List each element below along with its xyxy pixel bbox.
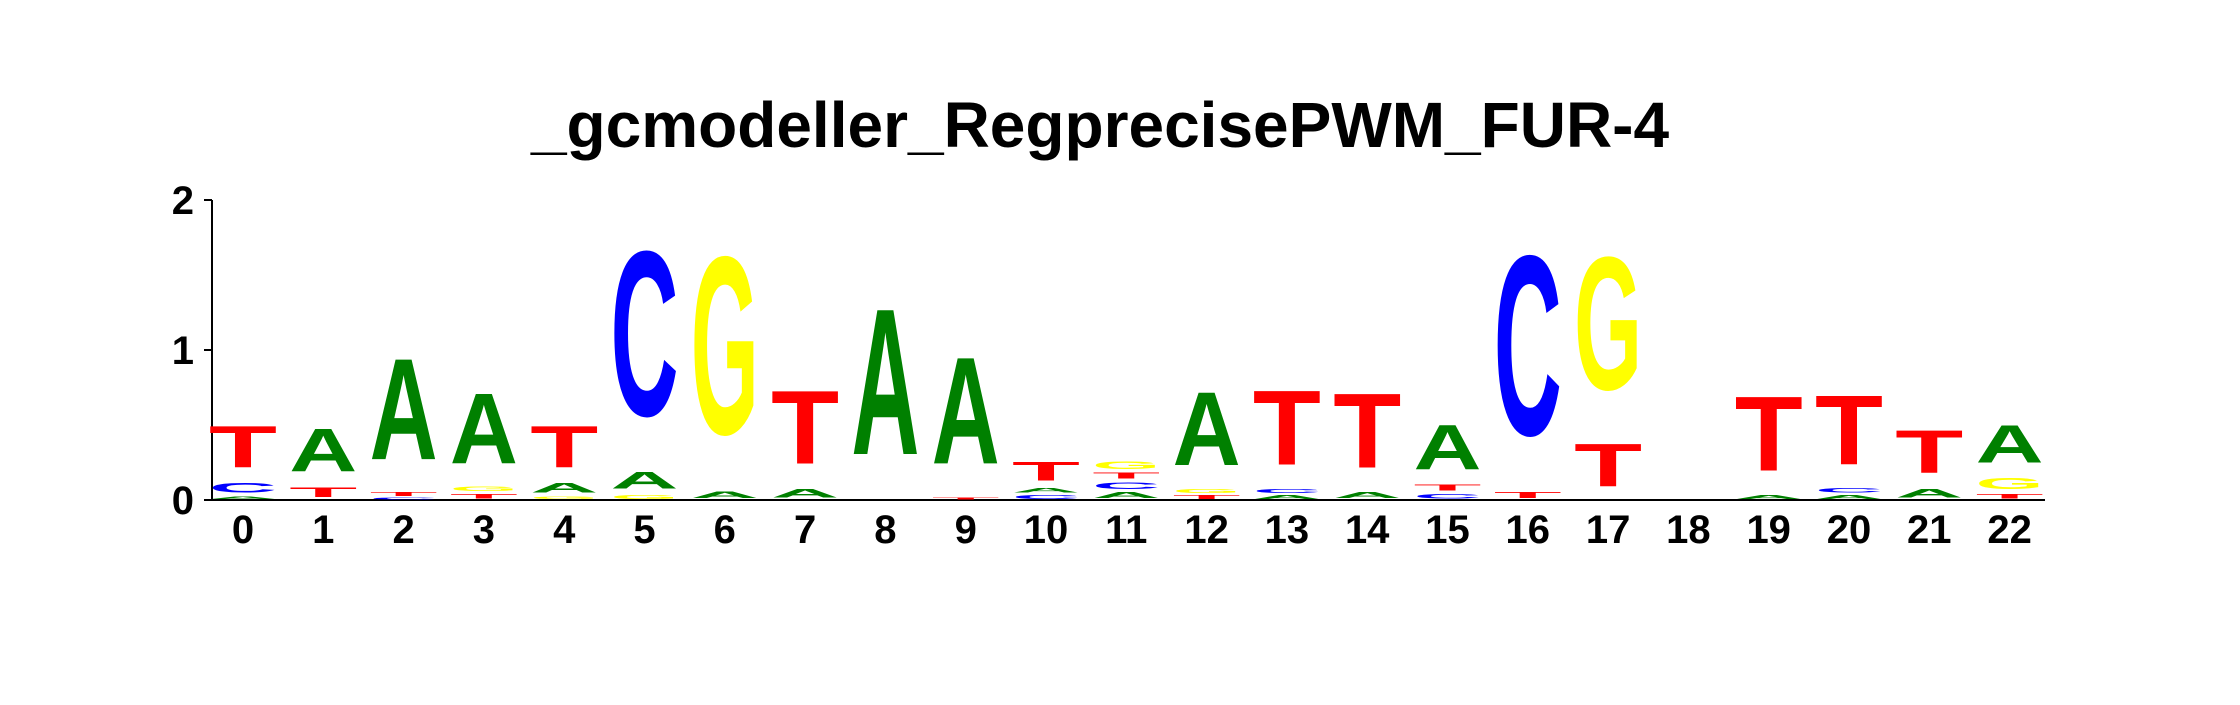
x-tick-label: 9 (955, 508, 977, 552)
logo-letter-t: T (1173, 494, 1241, 500)
logo-letter-a: A (450, 372, 518, 484)
logo-letter-a: A (691, 490, 759, 501)
logo-letter-a: A (370, 329, 438, 490)
x-tick-label: 18 (1666, 508, 1711, 552)
x-tick-label: 6 (714, 508, 736, 552)
logo-letter-a: A (1815, 494, 1883, 500)
logo-letter-c: C (1494, 203, 1562, 490)
logo-letter-t: T (1333, 371, 1401, 491)
x-tick-label: 4 (553, 508, 576, 552)
logo-letter-a: A (289, 416, 357, 485)
logo-letter-a: A (1012, 487, 1080, 494)
logo-letter-t: T (1735, 374, 1803, 494)
logo-letter-a: A (611, 467, 679, 494)
tick-labels: 0 1 2 3 4 5 6 7 8 9 10 11 12 13 14 15 16 17 18 19 20 21 22 (232, 508, 2032, 552)
logo-letter-a: A (1333, 491, 1401, 500)
y-tick-label: 0 (172, 479, 194, 523)
x-tick-label: 5 (633, 508, 655, 552)
x-tick-label: 17 (1586, 508, 1631, 552)
x-tick-label: 14 (1345, 508, 1390, 552)
logo-letter-t: T (1253, 368, 1321, 488)
x-tick-label: 0 (232, 508, 254, 552)
chart-title: _gcmodeller_RegprecisePWM_FUR-4 (530, 89, 1670, 161)
logo-letter-a: A (1414, 412, 1482, 484)
logo-letter-t: T (1012, 457, 1080, 487)
logo-letter-t: T (1815, 376, 1883, 486)
logo-letter-a: A (771, 487, 839, 500)
logo-letter-t: T (932, 497, 1000, 500)
logo-letter-t: T (1494, 491, 1562, 500)
x-tick-label: 13 (1265, 508, 1310, 552)
logo-letter-a: A (1173, 372, 1241, 489)
x-tick-label: 19 (1746, 508, 1791, 552)
logo-letter-c: C (1012, 494, 1080, 500)
y-tick-label: 2 (172, 179, 194, 223)
logo-letter-t: T (771, 369, 839, 486)
logo-letter-c: C (1092, 481, 1160, 492)
x-tick-label: 1 (312, 508, 334, 552)
logo-letter-g: G (530, 496, 598, 500)
x-tick-label: 16 (1506, 508, 1551, 552)
logo-letter-a: A (1895, 487, 1963, 500)
logo-letter-t: T (209, 414, 277, 480)
logo-letter-a: A (932, 325, 1000, 496)
logo-letter-t: T (530, 414, 598, 480)
logo-letter-c: C (370, 497, 438, 500)
logo-letter-t: T (289, 485, 357, 500)
x-tick-label: 20 (1827, 508, 1872, 552)
x-tick-label: 21 (1907, 508, 1952, 552)
logo-letter-t: T (1574, 432, 1642, 500)
logo-letter-g: G (1092, 460, 1160, 472)
logo-letter-a: A (1976, 415, 2044, 474)
logo-letter-a: A (1092, 491, 1160, 500)
logo-letter-a: A (1735, 494, 1803, 500)
logo-letter-g: G (450, 485, 518, 492)
x-tick-label: 11 (1105, 508, 1147, 552)
x-tick-label: 3 (473, 508, 495, 552)
logo-letter-c: C (1253, 488, 1321, 494)
logo-letter-a: A (530, 481, 598, 496)
logo-letter-a: A (1253, 494, 1321, 500)
logo-letter-t: T (1895, 418, 1963, 486)
x-tick-label: 2 (392, 508, 414, 552)
x-tick-label: 8 (874, 508, 896, 552)
logo-letter-g: G (1574, 218, 1642, 430)
logo-letter-t: T (1976, 492, 2044, 499)
logo-letter-g: G (1976, 475, 2044, 493)
logo-letter-t: T (450, 492, 518, 499)
logo-letter-a: A (209, 496, 277, 500)
axes: 0 1 2 (172, 179, 2045, 523)
logo-letter-c: C (1815, 487, 1883, 494)
x-tick-label: 15 (1425, 508, 1470, 552)
x-tick-label: 7 (794, 508, 816, 552)
x-tick-label: 22 (1987, 508, 2032, 552)
logo-letter-c: C (611, 204, 679, 467)
logo-letter-g: G (1173, 488, 1241, 494)
logo-letter-c: C (209, 481, 277, 496)
logo-letter-t: T (1092, 472, 1160, 481)
logo-letter-t: T (1414, 484, 1482, 493)
y-tick-label: 1 (172, 329, 194, 373)
logo-letter-g: G (691, 205, 759, 489)
x-tick-label: 12 (1184, 508, 1229, 552)
logo-letter-c: C (1414, 493, 1482, 500)
logo-letter-g: G (611, 494, 679, 500)
logo-letter-t: T (370, 491, 438, 497)
x-tick-label: 10 (1024, 508, 1069, 552)
logo-letter-a: A (851, 266, 919, 499)
